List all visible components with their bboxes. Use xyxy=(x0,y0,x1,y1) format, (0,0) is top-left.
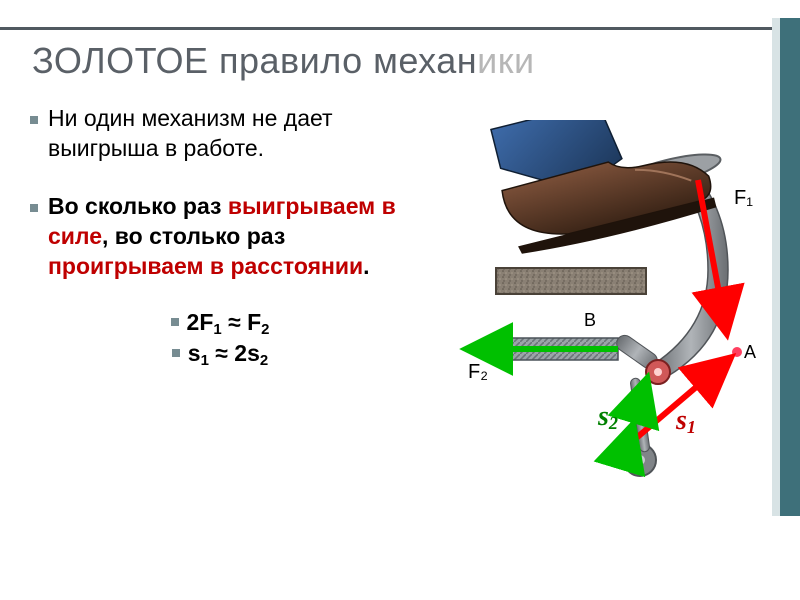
bullet-1-text: Ни один механизм не дает выигрыша в рабо… xyxy=(48,104,410,164)
label-f2: F₂ xyxy=(468,361,488,383)
ground-block xyxy=(496,268,646,294)
formula-1: 2F1 ≈ F2 xyxy=(30,309,410,338)
right-accent-bar xyxy=(780,18,800,516)
bullet-dot-icon xyxy=(30,204,38,212)
content-area: Ни один механизм не дает выигрыша в рабо… xyxy=(30,104,410,369)
formulas: 2F1 ≈ F2 s1 ≈ 2s2 xyxy=(30,309,410,369)
point-a xyxy=(732,347,742,357)
lever-figure: F₁ F₂ A B s2 s1 xyxy=(436,120,762,480)
label-a: A xyxy=(744,342,756,362)
slide-title: ЗОЛОТОЕ правило механики xyxy=(32,40,535,82)
bullet-2: Во сколько раз выигрываем в силе, во сто… xyxy=(30,192,410,282)
bullet-dot-icon xyxy=(30,116,38,124)
title-dark-part: ЗОЛОТОЕ правило механ xyxy=(32,40,477,81)
label-s2: s2 xyxy=(598,401,618,434)
shoe xyxy=(487,120,718,259)
bullet-1: Ни один механизм не дает выигрыша в рабо… xyxy=(30,104,410,164)
bullet-dot-icon xyxy=(171,318,179,326)
bullet-dot-icon xyxy=(172,349,180,357)
bullet-2-text: Во сколько раз выигрываем в силе, во сто… xyxy=(48,192,410,282)
base-wheel-hub xyxy=(635,455,645,465)
title-divider xyxy=(0,27,800,30)
title-light-part: ики xyxy=(477,40,534,81)
label-s1: s1 xyxy=(676,405,696,438)
label-f1: F₁ xyxy=(734,187,753,209)
label-b: B xyxy=(584,310,596,330)
formula-2: s1 ≈ 2s2 xyxy=(30,340,410,369)
